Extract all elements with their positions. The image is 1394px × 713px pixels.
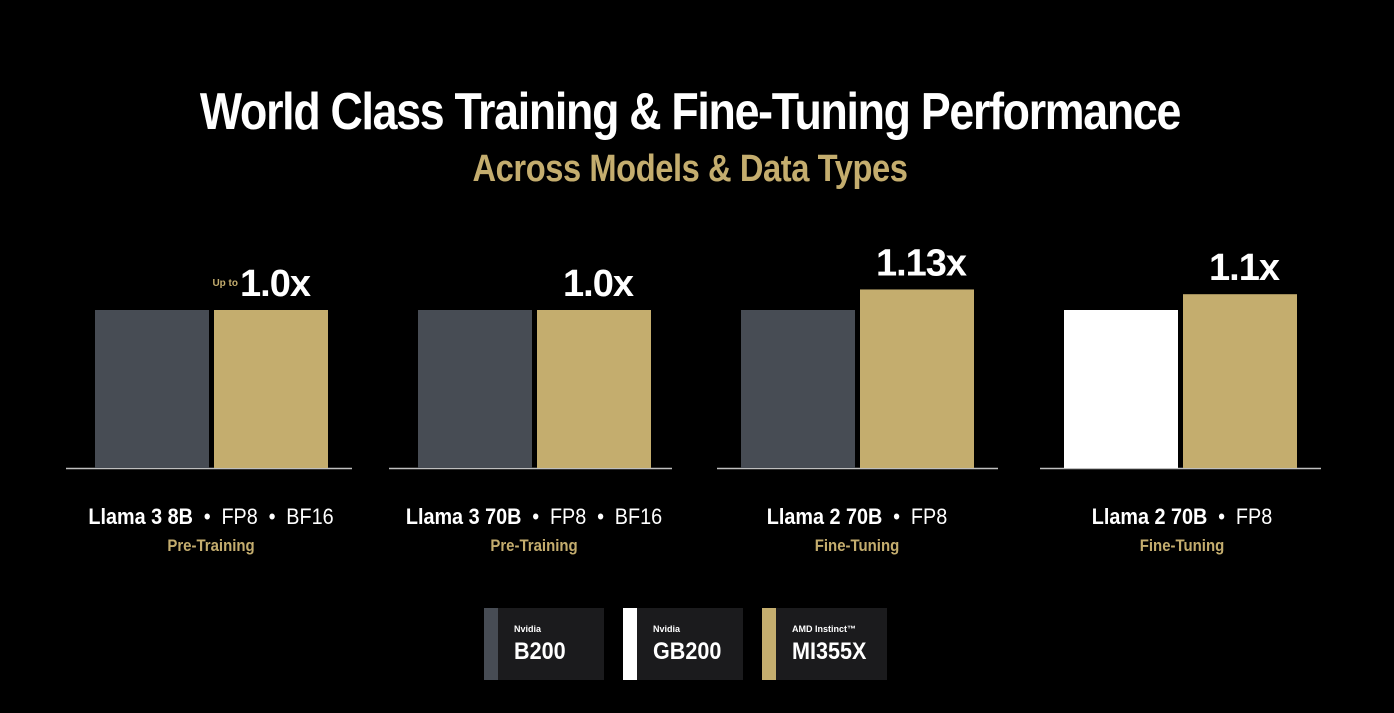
legend-vendor: AMD Instinct™ bbox=[792, 624, 856, 634]
category-model: Llama 2 70B bbox=[766, 504, 883, 529]
category-separator: • bbox=[1218, 504, 1226, 529]
category-workload: Pre-Training bbox=[490, 536, 578, 555]
bar-mi355x-group-4 bbox=[1183, 294, 1297, 468]
category-dtype: FP8 bbox=[221, 504, 258, 529]
bar-b200-group-1 bbox=[95, 310, 209, 468]
category-model: Llama 3 70B bbox=[405, 504, 522, 529]
category-dtype: BF16 bbox=[286, 504, 334, 529]
chart-subtitle: Across Models & Data Types bbox=[472, 148, 908, 190]
category-separator: • bbox=[893, 504, 901, 529]
category-model: Llama 3 8B bbox=[88, 504, 193, 529]
category-dtype: FP8 bbox=[910, 504, 948, 529]
category-dtype: FP8 bbox=[1235, 504, 1273, 529]
category-separator: • bbox=[203, 504, 211, 529]
legend-item-gb200: Nvidia GB200 bbox=[623, 608, 743, 680]
category-separator: • bbox=[532, 504, 540, 529]
category-label-group-1: Llama 3 8B • FP8 • BF16 Pre-Training bbox=[41, 504, 381, 556]
bar-gb200-group-4 bbox=[1064, 310, 1178, 468]
category-model: Llama 2 70B bbox=[1091, 504, 1208, 529]
category-label-group-3: Llama 2 70B • FP8 Fine-Tuning bbox=[687, 504, 1027, 556]
legend-vendor: Nvidia bbox=[514, 624, 542, 634]
legend-name: GB200 bbox=[653, 638, 722, 665]
legend-swatch-mi355x bbox=[762, 608, 776, 680]
legend-item-b200: Nvidia B200 bbox=[484, 608, 604, 680]
bar-value-label: 1.0x bbox=[563, 263, 634, 305]
legend-swatch-b200 bbox=[484, 608, 498, 680]
legend-name: B200 bbox=[514, 638, 566, 665]
legend-name: MI355X bbox=[792, 638, 867, 665]
category-separator: • bbox=[268, 504, 276, 529]
category-workload: Fine-Tuning bbox=[1139, 536, 1225, 555]
category-workload: Fine-Tuning bbox=[814, 536, 900, 555]
bar-mi355x-group-2 bbox=[537, 310, 651, 468]
category-workload: Pre-Training bbox=[167, 536, 255, 555]
bar-b200-group-2 bbox=[418, 310, 532, 468]
bar-b200-group-3 bbox=[741, 310, 855, 468]
bar-mi355x-group-3 bbox=[860, 289, 974, 468]
legend-swatch-gb200 bbox=[623, 608, 637, 680]
category-label-group-4: Llama 2 70B • FP8 Fine-Tuning bbox=[1012, 504, 1352, 556]
category-dtype: BF16 bbox=[614, 504, 663, 529]
category-dtype: FP8 bbox=[549, 504, 587, 529]
chart-title: World Class Training & Fine-Tuning Perfo… bbox=[199, 83, 1181, 141]
category-separator: • bbox=[597, 504, 605, 529]
legend-item-mi355x: AMD Instinct™ MI355X bbox=[762, 608, 887, 680]
bar-value-label: 1.13x bbox=[876, 242, 967, 284]
bar-value-label: 1.1x bbox=[1209, 247, 1280, 289]
bar-value-label: 1.0x bbox=[240, 263, 311, 305]
legend-vendor: Nvidia bbox=[653, 624, 681, 634]
category-label-group-2: Llama 3 70B • FP8 • BF16 Pre-Training bbox=[364, 504, 704, 556]
bar-value-prefix: Up to bbox=[212, 278, 238, 289]
bar-mi355x-group-1 bbox=[214, 310, 328, 468]
